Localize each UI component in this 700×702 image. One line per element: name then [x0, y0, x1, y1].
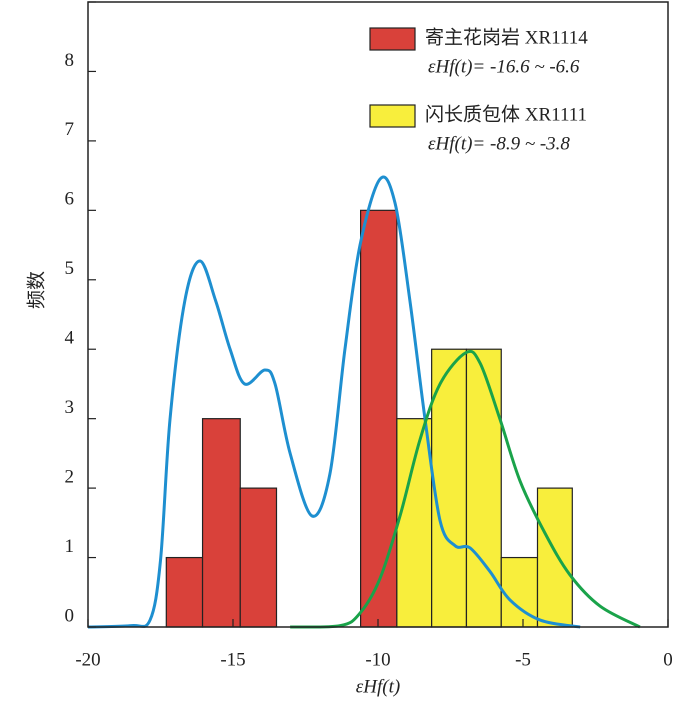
x-tick-label: -5: [515, 649, 531, 670]
x-tick-label: -20: [75, 649, 100, 670]
legend-label: 闪长质包体 XR1111: [425, 103, 587, 125]
histogram-bar: [536, 487, 573, 628]
histogram-bar: [396, 418, 433, 628]
x-tick-label: -10: [365, 649, 390, 670]
histogram-bar: [165, 556, 204, 628]
histogram-bar: [239, 487, 278, 628]
histogram-bar: [360, 209, 398, 628]
density-curve: [87, 175, 581, 629]
legend-note: εHf(t)= -16.6 ~ -6.6: [428, 56, 580, 77]
histogram-bar: [201, 418, 241, 628]
legend-note: εHf(t)= -8.9 ~ -3.8: [428, 133, 570, 154]
y-tick-label: 6: [65, 189, 75, 210]
y-tick-label: 2: [65, 466, 75, 487]
y-tick-label: 8: [65, 50, 75, 71]
y-tick-label: 9: [65, 0, 75, 1]
histogram-bar: [431, 348, 468, 628]
x-tick-label: 0: [663, 649, 673, 670]
y-tick-label: 5: [65, 258, 75, 279]
density-curve: [290, 349, 641, 629]
y-axis-label: 频数: [25, 271, 47, 309]
y-tick-label: 3: [65, 397, 75, 418]
histogram-bar: [465, 348, 502, 628]
legend-label: 寄主花岗岩 XR1114: [425, 26, 588, 48]
y-tick-label: 1: [65, 536, 75, 557]
legend-swatch: [369, 27, 416, 51]
x-tick-label: -15: [220, 649, 245, 670]
y-tick-label: 7: [65, 119, 75, 140]
legend-swatch: [369, 104, 416, 128]
y-tick-label: 0: [65, 605, 75, 626]
y-tick-label: 4: [65, 328, 75, 349]
x-axis-label: εHf(t): [356, 676, 400, 697]
